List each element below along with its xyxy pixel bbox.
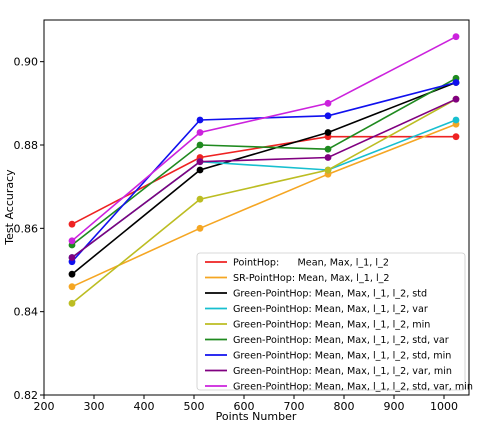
data-point bbox=[452, 133, 460, 141]
series-line bbox=[71, 35, 457, 242]
series-line bbox=[71, 135, 456, 225]
data-point bbox=[196, 195, 204, 203]
data-point bbox=[68, 237, 76, 245]
data-point bbox=[68, 270, 76, 278]
x-tick-label: 600 bbox=[234, 400, 255, 413]
data-point bbox=[196, 224, 204, 232]
x-axis-label: Points Number bbox=[216, 410, 297, 423]
series-line bbox=[71, 98, 457, 304]
data-point bbox=[324, 154, 332, 161]
x-tick-label: 1000 bbox=[430, 400, 458, 413]
legend-label: Green-PointHop: Mean, Max, l_1, l_2, std… bbox=[233, 382, 473, 393]
legend-box bbox=[196, 252, 466, 391]
series-line bbox=[71, 119, 457, 259]
y-tick-label: 0.82 bbox=[14, 389, 39, 402]
data-point bbox=[196, 158, 204, 166]
legend-label: Green-PointHop: Mean, Max, l_1, l_2, std bbox=[233, 289, 427, 300]
y-tick-label: 0.86 bbox=[14, 222, 39, 235]
series-line bbox=[71, 81, 457, 275]
y-tick-label: 0.90 bbox=[14, 56, 39, 69]
plot-area bbox=[43, 19, 470, 396]
data-point bbox=[452, 116, 460, 124]
data-point bbox=[324, 145, 332, 153]
series-line bbox=[71, 123, 457, 288]
data-point bbox=[68, 299, 76, 307]
data-point bbox=[452, 95, 460, 103]
data-point bbox=[196, 141, 204, 149]
data-point bbox=[324, 99, 332, 107]
legend-label: Green-PointHop: Mean, Max, l_1, l_2, var… bbox=[233, 366, 452, 377]
legend-label: Green-PointHop: Mean, Max, l_1, l_2, std… bbox=[233, 351, 451, 362]
legend-label: Green-PointHop: Mean, Max, l_1, l_2, std… bbox=[233, 335, 449, 346]
legend-label: Green-PointHop: Mean, Max, l_1, l_2, var bbox=[233, 304, 428, 315]
data-point bbox=[324, 112, 332, 120]
x-tick-label: 300 bbox=[84, 400, 105, 413]
legend-label: PointHop: Mean, Max, l_1, l_2 bbox=[233, 258, 389, 269]
series-layer bbox=[68, 33, 460, 307]
x-tick-label: 800 bbox=[334, 400, 355, 413]
data-point bbox=[68, 283, 76, 291]
data-point bbox=[452, 33, 460, 41]
data-point bbox=[68, 254, 76, 261]
data-point bbox=[196, 166, 204, 174]
data-point bbox=[452, 79, 460, 86]
data-point bbox=[196, 116, 204, 124]
legend: PointHop: Mean, Max, l_1, l_2 SR-PointHop… bbox=[196, 252, 473, 393]
data-point bbox=[196, 129, 204, 136]
y-axis: 0.82 0.84 0.86 0.88 0.90 bbox=[14, 56, 44, 402]
series-line bbox=[71, 77, 457, 246]
x-tick-label: 400 bbox=[134, 400, 155, 413]
y-tick-label: 0.84 bbox=[14, 306, 39, 319]
x-axis: 200 300 400 500 600 700 800 900 1000 bbox=[34, 395, 458, 413]
x-tick-label: 900 bbox=[384, 400, 405, 413]
data-point bbox=[68, 220, 76, 228]
x-tick-label: 500 bbox=[184, 400, 205, 413]
y-axis-label: Test Accuracy bbox=[3, 169, 16, 246]
legend-label: Green-PointHop: Mean, Max, l_1, l_2, min bbox=[233, 320, 430, 331]
x-tick-label: 200 bbox=[34, 400, 55, 413]
data-point bbox=[324, 166, 332, 174]
legend-label: SR-PointHop: Mean, Max, l_1, l_2 bbox=[233, 273, 390, 284]
y-tick-label: 0.88 bbox=[14, 139, 39, 152]
series-line bbox=[71, 98, 457, 259]
x-tick-label: 700 bbox=[284, 400, 305, 413]
data-point bbox=[324, 129, 332, 136]
